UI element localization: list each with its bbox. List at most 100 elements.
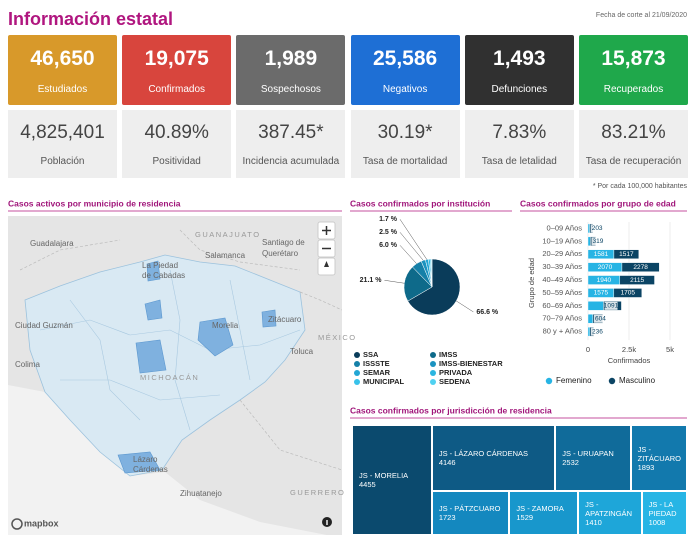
x-tick-label: 2.5k: [622, 345, 636, 354]
card-label: Negativos: [382, 84, 428, 95]
bar-segment: [587, 236, 591, 247]
bar-value-bg: [593, 314, 607, 323]
treemap-cell: JS - MORELIA 4455: [352, 425, 432, 535]
stat-value: 83.21%: [601, 122, 666, 143]
treemap-value: 4455: [359, 480, 376, 489]
leader-line: [456, 300, 474, 313]
treemap-cell: JS - APATZINGÁN 1410: [578, 491, 642, 535]
city-label: Guadalajara: [30, 239, 74, 248]
treemap-value: 2532: [562, 458, 579, 468]
treemap-label: JS - LA PIEDAD: [648, 499, 677, 518]
bar-value-label: 1517: [619, 251, 634, 258]
city-label: Querétaro: [262, 249, 299, 258]
city-label: Zitácuaro: [268, 315, 302, 324]
stat-label: Positividad: [152, 156, 201, 167]
stat-card: 7.83% Tasa de letalidad: [464, 110, 574, 178]
legend-swatch: [545, 377, 553, 385]
treemap-label: JS - PÁTZCUARO: [438, 504, 501, 514]
bar-value-label: 1091: [604, 303, 619, 310]
legend-swatch: [354, 352, 360, 358]
compass-icon: [324, 261, 329, 267]
y-tick-label: 40–49 Años: [542, 275, 582, 284]
page-title: Información estatal: [8, 9, 173, 29]
city-label: Santiago de: [262, 238, 305, 247]
y-tick-label: 80 y + Años: [543, 327, 583, 336]
bar-segment: [587, 314, 594, 324]
legend-label: MUNICIPAL: [363, 377, 405, 386]
pie-slice: [431, 258, 433, 288]
map-attribution: mapbox: [24, 518, 59, 528]
treemap-label: JS - ZITÁCUARO: [637, 444, 681, 463]
region-label: GUANAJUATO: [195, 230, 261, 239]
leader-line: [399, 232, 424, 261]
state-border: [239, 399, 342, 471]
active-municipality: [135, 339, 167, 374]
city-label: Ciudad Guzmán: [15, 321, 73, 330]
card-value: 46,650: [30, 47, 95, 70]
municipal-border: [60, 379, 221, 401]
stat-label: Tasa de mortalidad: [362, 156, 448, 167]
active-municipality: [144, 299, 163, 321]
stat-card: 40.89% Positividad: [122, 110, 232, 178]
info-icon-bar: [326, 520, 328, 525]
x-axis-label: Confirmados: [608, 356, 651, 365]
municipal-border: [229, 279, 251, 381]
x-tick-label: 0: [586, 345, 590, 354]
bar-segment: [587, 223, 590, 234]
summary-card: 1,493 Defunciones: [464, 35, 574, 105]
x-tick-label: 5k: [666, 345, 674, 354]
y-tick-label: 10–19 Años: [542, 236, 582, 245]
treemap-value: 1529: [516, 513, 534, 523]
legend-swatch: [354, 370, 360, 376]
pie-label: 21.1 %: [360, 277, 383, 284]
active-municipality: [117, 451, 161, 474]
city-label: Cárdenas: [133, 465, 168, 474]
leader-line: [384, 280, 405, 284]
bar-value-label: 1581: [594, 251, 609, 258]
stat-value: 4,825,401: [20, 122, 105, 143]
summary-card: 19,075 Confirmados: [122, 35, 232, 105]
bar-segment: [613, 249, 640, 259]
section-title: Casos confirmados por institución: [350, 198, 490, 208]
legend-swatch: [430, 361, 436, 367]
card-label: Defunciones: [491, 84, 548, 95]
bar-value-bg: [590, 327, 604, 336]
summary-card: 1,989 Sospechosos: [236, 35, 346, 105]
bar-value-label: 1575: [594, 290, 609, 297]
municipal-border: [169, 269, 191, 431]
city-label: Lázaro: [133, 455, 158, 464]
legend-swatch: [430, 379, 436, 385]
active-municipality: [197, 317, 234, 357]
legend-swatch: [354, 379, 360, 385]
card-label: Recuperados: [603, 84, 664, 95]
active-municipality: [261, 309, 277, 328]
pie-label: 2.5 %: [379, 229, 398, 236]
stat-label: Población: [40, 156, 85, 167]
leader-line: [399, 219, 428, 260]
section-title: Casos activos por municipio de residenci…: [8, 198, 181, 208]
treemap-cell: JS - URUAPAN 2532: [555, 425, 631, 492]
card-value: 1,989: [264, 47, 318, 70]
bar-value-label: 1705: [621, 290, 636, 297]
treemap-label: JS - APATZINGÁN: [585, 499, 632, 518]
pie-slice: [407, 258, 461, 316]
stat-value: 30.19*: [377, 122, 433, 143]
y-tick-label: 30–39 Años: [542, 262, 582, 271]
legend-swatch: [430, 370, 436, 376]
bar-value-label: 2278: [633, 264, 648, 271]
pie-label: 1.7 %: [379, 216, 398, 223]
legend-label: SSA: [363, 350, 379, 359]
legend-label: PRIVADA: [439, 368, 473, 377]
bar-segment: [587, 326, 591, 337]
legend-swatch: [608, 377, 616, 385]
y-axis-label: Grupo de edad: [527, 258, 536, 308]
legend-label: IMSS: [439, 350, 457, 359]
leader-line: [399, 245, 417, 264]
bar-value-bg: [590, 224, 604, 233]
treemap-label: JS - LÁZARO CÁRDENAS: [438, 449, 528, 459]
summary-card: 15,873 Recuperados: [579, 35, 688, 105]
y-tick-label: 70–79 Años: [542, 314, 582, 323]
region-label: MICHOACÁN: [140, 373, 199, 382]
